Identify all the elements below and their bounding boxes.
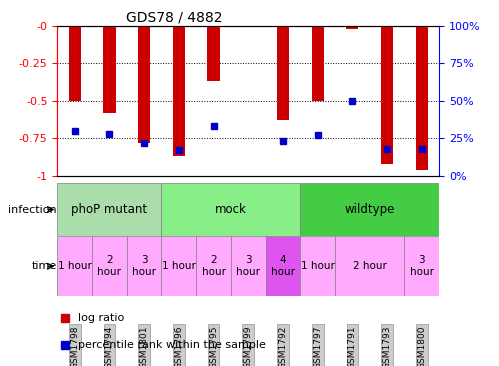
- Text: GDS78 / 4882: GDS78 / 4882: [126, 11, 223, 25]
- Bar: [277, 26, 289, 120]
- Bar: [196, 236, 231, 296]
- Text: GSM1796: GSM1796: [174, 326, 183, 366]
- Text: wildtype: wildtype: [344, 203, 395, 216]
- Text: 2
hour: 2 hour: [202, 255, 226, 277]
- Bar: [381, 26, 393, 164]
- Text: phoP mutant: phoP mutant: [71, 203, 148, 216]
- Bar: [127, 236, 162, 296]
- Bar: [404, 236, 439, 296]
- Text: 2
hour: 2 hour: [97, 255, 121, 277]
- Text: 4
hour: 4 hour: [271, 255, 295, 277]
- Text: 3
hour: 3 hour: [132, 255, 156, 277]
- Text: log ratio: log ratio: [78, 313, 125, 322]
- Bar: [311, 26, 324, 101]
- Text: GSM1799: GSM1799: [244, 326, 253, 366]
- Bar: [57, 236, 92, 296]
- Text: 1 hour: 1 hour: [162, 261, 196, 271]
- Bar: [103, 26, 115, 113]
- Bar: [92, 236, 127, 296]
- Text: GSM1797: GSM1797: [313, 326, 322, 366]
- Text: percentile rank within the sample: percentile rank within the sample: [78, 340, 266, 350]
- Text: GSM1793: GSM1793: [383, 326, 392, 366]
- Bar: [416, 26, 428, 170]
- Bar: [57, 183, 162, 236]
- Text: infection: infection: [8, 205, 57, 214]
- Text: GSM1791: GSM1791: [348, 326, 357, 366]
- Bar: [265, 236, 300, 296]
- Bar: [173, 26, 185, 156]
- Bar: [162, 183, 300, 236]
- Text: GSM1801: GSM1801: [140, 326, 149, 366]
- Bar: [335, 236, 404, 296]
- Text: GSM1794: GSM1794: [105, 326, 114, 366]
- Bar: [231, 236, 265, 296]
- Text: GSM1798: GSM1798: [70, 326, 79, 366]
- Bar: [208, 26, 220, 81]
- Text: 1 hour: 1 hour: [301, 261, 335, 271]
- Bar: [300, 183, 439, 236]
- Bar: [162, 236, 196, 296]
- Text: 3
hour: 3 hour: [236, 255, 260, 277]
- Text: GSM1795: GSM1795: [209, 326, 218, 366]
- Text: GSM1792: GSM1792: [278, 326, 287, 366]
- Bar: [138, 26, 150, 143]
- Text: GSM1800: GSM1800: [417, 326, 426, 366]
- Bar: [300, 236, 335, 296]
- Text: time: time: [31, 261, 57, 271]
- Bar: [69, 26, 81, 101]
- Bar: [346, 26, 358, 29]
- Text: 1 hour: 1 hour: [58, 261, 92, 271]
- Text: 3
hour: 3 hour: [410, 255, 434, 277]
- Text: mock: mock: [215, 203, 247, 216]
- Text: 2 hour: 2 hour: [353, 261, 387, 271]
